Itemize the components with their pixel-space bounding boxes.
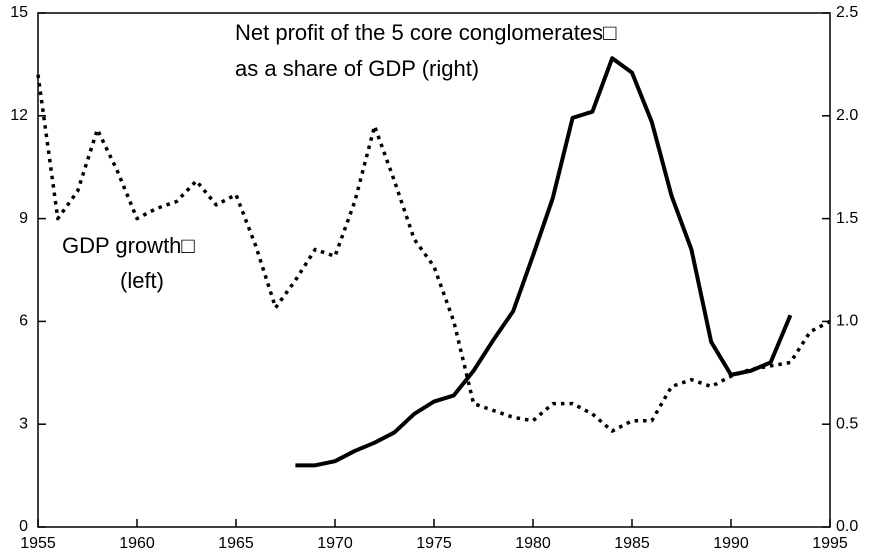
x-tick-label: 1990 [713,535,749,552]
y-tick-label: 9 [19,210,28,227]
x-tick-label: 1965 [218,535,254,552]
y-tick-label: 12 [10,107,28,124]
x-tick-label: 1970 [317,535,353,552]
annotation: GDP growth□ [62,233,195,258]
y2-tick-label: 1.0 [836,313,858,330]
x-tick-label: 1975 [416,535,452,552]
x-tick-label: 1955 [20,535,56,552]
x-tick-label: 1985 [614,535,650,552]
annotation: (left) [120,268,164,293]
y2-tick-label: 0.0 [836,518,858,535]
y2-tick-label: 0.5 [836,415,858,432]
y-tick-label: 3 [19,415,28,432]
y2-tick-label: 1.5 [836,210,858,227]
y-tick-label: 6 [19,313,28,330]
annotation: Net profit of the 5 core conglomerates□ [235,20,616,45]
y-tick-label: 0 [19,518,28,535]
y2-tick-label: 2.0 [836,107,858,124]
x-tick-label: 1960 [119,535,155,552]
x-tick-label: 1995 [812,535,848,552]
x-tick-label: 1980 [515,535,551,552]
y-tick-label: 15 [10,4,28,21]
y2-tick-label: 2.5 [836,4,858,21]
series-line [295,56,793,468]
annotation: as a share of GDP (right) [235,56,479,81]
